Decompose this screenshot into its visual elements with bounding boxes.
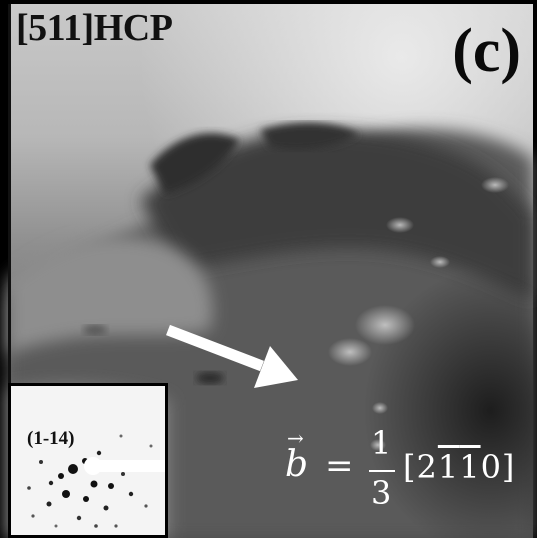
burgers-symbol: b [285,426,308,485]
fraction-numerator: 1 [371,424,392,462]
white-arrow [166,324,264,372]
fraction-denominator: 3 [371,474,392,512]
index-1: 2 [416,448,438,486]
index-3-overbar: 1 [459,448,481,486]
index-4: 0 [480,448,502,486]
zone-axis-label: [511]HCP [16,7,173,49]
burgers-vector-equation: b = 1 3 [2110] [285,424,525,526]
index-2-overbar: 1 [437,448,460,486]
panel-label: (c) [452,17,521,85]
diffraction-pattern-inset: (1-14) [8,383,168,538]
fraction-bar [369,470,395,472]
diffraction-spot-label: (1-14) [27,428,75,449]
diffraction-spots [27,434,165,528]
open-bracket: [ [403,448,417,486]
close-bracket: ] [501,448,516,486]
direction-indices: [2110] [403,448,515,486]
equals-sign: = [325,446,354,486]
